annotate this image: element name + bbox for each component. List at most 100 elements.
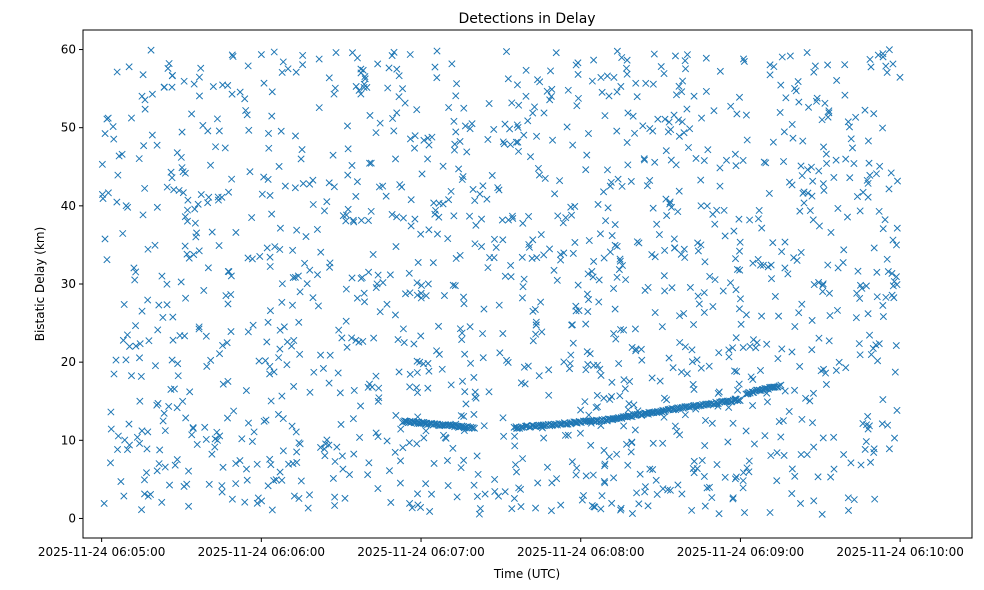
data-point [518, 294, 526, 302]
data-point [726, 279, 735, 287]
data-point [202, 332, 210, 340]
data-point [272, 476, 280, 484]
data-point [140, 142, 148, 150]
data-point [242, 387, 250, 395]
data-point [830, 433, 838, 441]
data-point [153, 203, 161, 211]
data-point [350, 450, 358, 458]
x-tick-label: 2025-11-24 06:06:00 [198, 545, 325, 559]
data-point [729, 495, 737, 503]
data-point [830, 465, 838, 473]
data-point [100, 499, 108, 508]
data-point [384, 84, 392, 92]
data-point [366, 159, 374, 167]
data-point [711, 276, 719, 284]
data-point [525, 243, 533, 251]
data-point [672, 91, 681, 99]
data-point [468, 424, 476, 432]
data-point [331, 457, 339, 466]
data-point [601, 112, 609, 120]
data-point [137, 506, 146, 514]
data-point [256, 252, 264, 260]
data-point [665, 354, 673, 362]
data-point [840, 246, 848, 254]
data-point [299, 180, 307, 188]
data-point [613, 127, 621, 135]
data-point [365, 268, 373, 276]
data-point [221, 144, 229, 152]
data-point [460, 300, 468, 308]
data-point [552, 49, 560, 57]
data-point [481, 490, 489, 498]
data-point [165, 402, 173, 411]
data-point [181, 242, 189, 250]
data-point [186, 388, 194, 396]
data-point [729, 494, 737, 502]
data-point [183, 217, 192, 225]
data-point [763, 398, 772, 406]
data-point [140, 490, 149, 498]
data-point [391, 448, 399, 456]
data-point [561, 431, 569, 439]
data-point [183, 250, 191, 258]
data-point [475, 510, 483, 518]
data-point [168, 71, 177, 79]
data-point [758, 224, 766, 232]
data-point [606, 248, 614, 256]
data-point [125, 420, 133, 428]
data-point [690, 92, 698, 100]
data-point [697, 241, 705, 249]
data-point [392, 243, 400, 251]
data-point [263, 244, 271, 252]
data-point [591, 503, 599, 511]
data-point [601, 462, 609, 470]
data-point [613, 450, 621, 458]
data-point [519, 455, 527, 463]
data-point [724, 438, 732, 446]
data-point [131, 276, 139, 284]
data-point [451, 140, 459, 148]
data-point [714, 389, 722, 397]
data-point [306, 388, 314, 396]
data-point [360, 289, 368, 297]
data-point [643, 182, 651, 190]
data-point [864, 310, 872, 318]
data-point [565, 365, 574, 373]
data-point [649, 465, 657, 474]
data-point [146, 490, 155, 499]
data-point [731, 150, 739, 158]
data-point [427, 490, 436, 498]
data-point [266, 362, 274, 371]
data-point [788, 490, 796, 498]
data-point [329, 474, 337, 483]
data-point [391, 155, 400, 163]
data-point [159, 313, 167, 322]
data-point [479, 182, 487, 190]
data-point [701, 502, 709, 510]
data-point [208, 228, 216, 236]
data-point [367, 207, 375, 215]
data-point [449, 281, 457, 289]
data-point [127, 372, 136, 380]
data-point [396, 457, 405, 465]
plot-frame [82, 29, 973, 539]
data-point [810, 281, 818, 289]
data-point [780, 451, 788, 460]
data-point [406, 289, 414, 297]
data-point [180, 482, 188, 490]
data-point [701, 416, 710, 424]
data-point [490, 235, 499, 243]
data-point [326, 351, 334, 359]
data-point [600, 446, 608, 454]
data-point [434, 322, 443, 330]
data-point [529, 109, 537, 117]
data-point [276, 345, 284, 353]
data-point [283, 361, 291, 369]
data-point [883, 255, 891, 263]
data-point [521, 380, 529, 388]
data-point [530, 103, 539, 111]
data-point [125, 441, 134, 449]
data-point [532, 330, 540, 338]
data-point [861, 445, 869, 453]
data-point [646, 176, 654, 185]
